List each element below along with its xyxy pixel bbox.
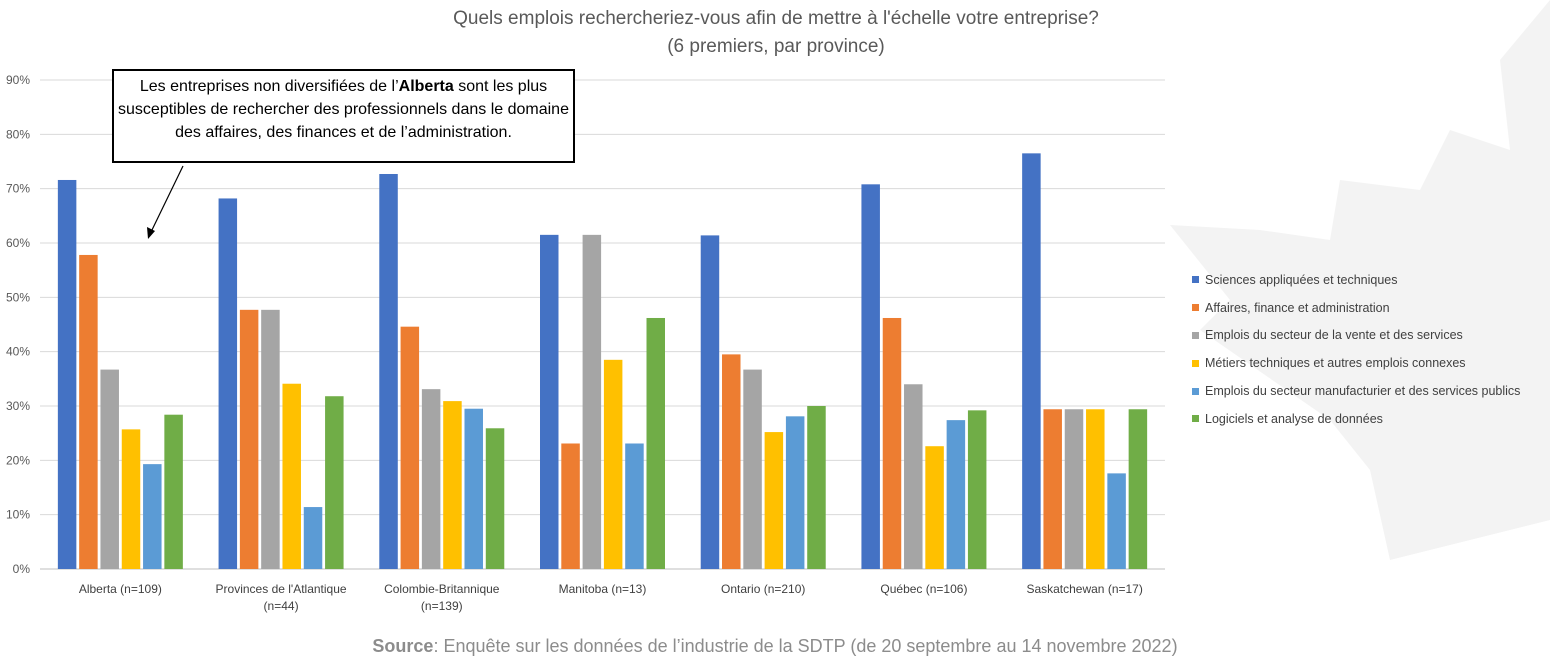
x-tick-label: Manitoba (n=13)	[559, 582, 647, 596]
bar	[561, 443, 580, 569]
bar	[57, 179, 77, 569]
bar	[743, 369, 762, 569]
bar	[646, 317, 665, 569]
annotation-text-post: sont les plus susceptibles de rechercher…	[118, 78, 569, 141]
bar	[925, 446, 944, 569]
bar	[807, 406, 826, 569]
bar	[282, 383, 301, 569]
bar	[121, 429, 141, 569]
bar	[1064, 409, 1084, 569]
legend-item: Sciences appliquées et techniques	[1192, 266, 1520, 294]
chart-subtitle: (6 premiers, par province)	[667, 36, 885, 57]
legend-item: Logiciels et analyse de données	[1192, 405, 1520, 433]
bar	[1107, 473, 1126, 569]
bar	[325, 396, 344, 569]
y-tick-label: 0%	[13, 562, 31, 576]
bar	[785, 416, 805, 569]
legend-swatch	[1192, 359, 1199, 367]
annotation-callout: Les entreprises non diversifiées de l’Al…	[112, 69, 575, 163]
y-tick-label: 50%	[6, 290, 30, 304]
annotation-text-pre: Les entreprises non diversifiées de l’	[139, 78, 399, 95]
chart-title: Quels emplois rechercheriez-vous afin de…	[453, 8, 1099, 29]
y-tick-label: 60%	[6, 236, 30, 250]
legend-swatch	[1192, 304, 1199, 312]
bar	[861, 184, 880, 569]
x-tick-label: Saskatchewan (n=17)	[1026, 582, 1142, 596]
y-tick-label: 90%	[6, 73, 30, 87]
bar	[218, 198, 238, 570]
bar	[1086, 409, 1105, 569]
bar	[582, 234, 602, 569]
legend-label: Sciences appliquées et techniques	[1205, 272, 1398, 287]
source-note: Source: Enquête sur les données de l’ind…	[0, 636, 1550, 657]
bar	[904, 384, 923, 569]
legend-label: Emplois du secteur de la vente et des se…	[1205, 328, 1463, 343]
y-tick-label: 70%	[6, 182, 30, 196]
y-tick-label: 10%	[6, 508, 30, 522]
bar	[79, 254, 98, 569]
bar	[603, 359, 623, 569]
bar	[764, 432, 784, 569]
bar	[882, 317, 902, 569]
y-tick-label: 30%	[6, 399, 30, 413]
bar	[1022, 153, 1041, 569]
bar	[400, 326, 420, 569]
legend-swatch	[1192, 415, 1199, 423]
x-tick-label: (n=44)	[264, 599, 299, 613]
legend-label: Métiers techniques et autres emplois con…	[1205, 356, 1466, 371]
bar	[1043, 409, 1062, 569]
y-tick-label: 20%	[6, 453, 30, 467]
bar	[100, 369, 119, 569]
legend-label: Emplois du secteur manufacturier et des …	[1205, 384, 1521, 399]
x-tick-label: (n=139)	[421, 599, 463, 613]
bar	[261, 309, 280, 569]
bar	[464, 408, 483, 569]
bar	[443, 401, 462, 569]
legend-label: Affaires, finance et administration	[1205, 300, 1390, 315]
legend-item: Emplois du secteur de la vente et des se…	[1192, 322, 1520, 350]
legend-item: Affaires, finance et administration	[1192, 294, 1520, 322]
bar	[239, 309, 259, 569]
legend-label: Logiciels et analyse de données	[1205, 411, 1383, 426]
annotation-text-bold: Alberta	[398, 78, 454, 95]
bar	[1128, 409, 1148, 569]
bar	[946, 420, 966, 569]
bar	[421, 389, 441, 569]
bar	[700, 235, 720, 570]
y-tick-label: 80%	[6, 127, 30, 141]
annotation-arrow-line	[150, 165, 184, 233]
legend-item: Métiers techniques et autres emplois con…	[1192, 349, 1520, 377]
x-tick-label: Ontario (n=210)	[721, 582, 805, 596]
x-tick-label: Alberta (n=109)	[79, 582, 162, 596]
bar	[164, 414, 183, 569]
bar	[303, 507, 323, 569]
legend-swatch	[1192, 331, 1199, 339]
x-tick-label: Québec (n=106)	[880, 582, 967, 596]
chart-legend: Sciences appliquées et techniques Affair…	[1192, 266, 1520, 433]
bar	[143, 464, 162, 569]
bar	[967, 410, 987, 569]
annotation-arrow-head	[147, 227, 155, 239]
bar	[485, 428, 505, 569]
source-text: : Enquête sur les données de l’industrie…	[433, 636, 1178, 656]
bar	[379, 173, 398, 569]
legend-swatch	[1192, 387, 1199, 395]
legend-item: Emplois du secteur manufacturier et des …	[1192, 377, 1520, 405]
bar	[625, 443, 644, 569]
source-label: Source	[372, 636, 434, 656]
x-tick-label: Provinces de l'Atlantique	[216, 582, 347, 596]
y-tick-label: 40%	[6, 345, 30, 359]
bar	[540, 234, 559, 569]
legend-swatch	[1192, 276, 1199, 284]
x-tick-label: Colombie-Britannique	[384, 582, 500, 596]
bar	[722, 354, 741, 569]
